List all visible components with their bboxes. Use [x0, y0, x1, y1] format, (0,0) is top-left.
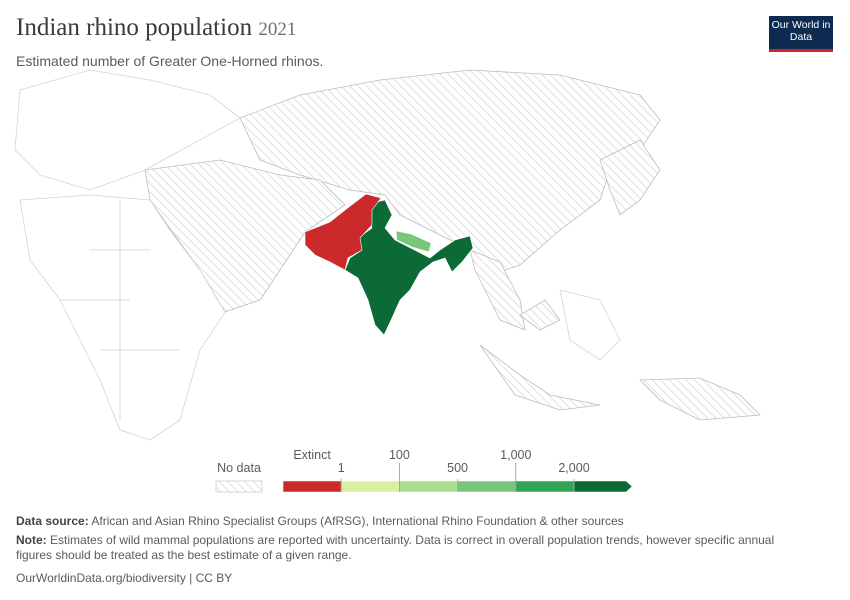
source-line: Data source: African and Asian Rhino Spe…	[16, 514, 806, 529]
legend-tick-label: 500	[447, 461, 468, 475]
note-line: Note: Estimates of wild mammal populatio…	[16, 533, 806, 563]
title-block: Indian rhino population 2021	[16, 14, 296, 42]
legend-swatch	[573, 480, 633, 493]
legend-swatch	[399, 480, 458, 493]
url[interactable]: OurWorldinData.org/biodiversity | CC BY	[16, 571, 233, 585]
title: Indian rhino population	[16, 14, 253, 41]
legend-tick-label: Extinct	[293, 448, 331, 462]
source-label: Data source:	[16, 514, 89, 528]
region	[395, 230, 432, 253]
legend-tick-label: 1,000	[500, 448, 531, 462]
logo[interactable]: Our World in Data	[769, 16, 833, 52]
legend-tick-label: 1	[338, 461, 345, 475]
legend-tick-label: 2,000	[558, 461, 589, 475]
region	[344, 199, 474, 336]
background-countries	[144, 69, 761, 421]
no-data-label: No data	[217, 461, 261, 475]
subtitle: Estimated number of Greater One-Horned r…	[16, 53, 324, 69]
note-label: Note:	[16, 533, 47, 547]
legend-swatch	[282, 480, 342, 493]
legend-swatch	[457, 480, 517, 493]
region	[304, 193, 382, 271]
legend-swatch	[515, 480, 575, 493]
note: Estimates of wild mammal populations are…	[16, 533, 775, 562]
legend-tick-label: 100	[389, 448, 410, 462]
no-data-swatch	[215, 480, 263, 493]
source: African and Asian Rhino Specialist Group…	[91, 514, 624, 528]
outline-countries	[14, 69, 621, 441]
year: 2021	[258, 19, 297, 40]
legend-swatch	[340, 480, 400, 493]
